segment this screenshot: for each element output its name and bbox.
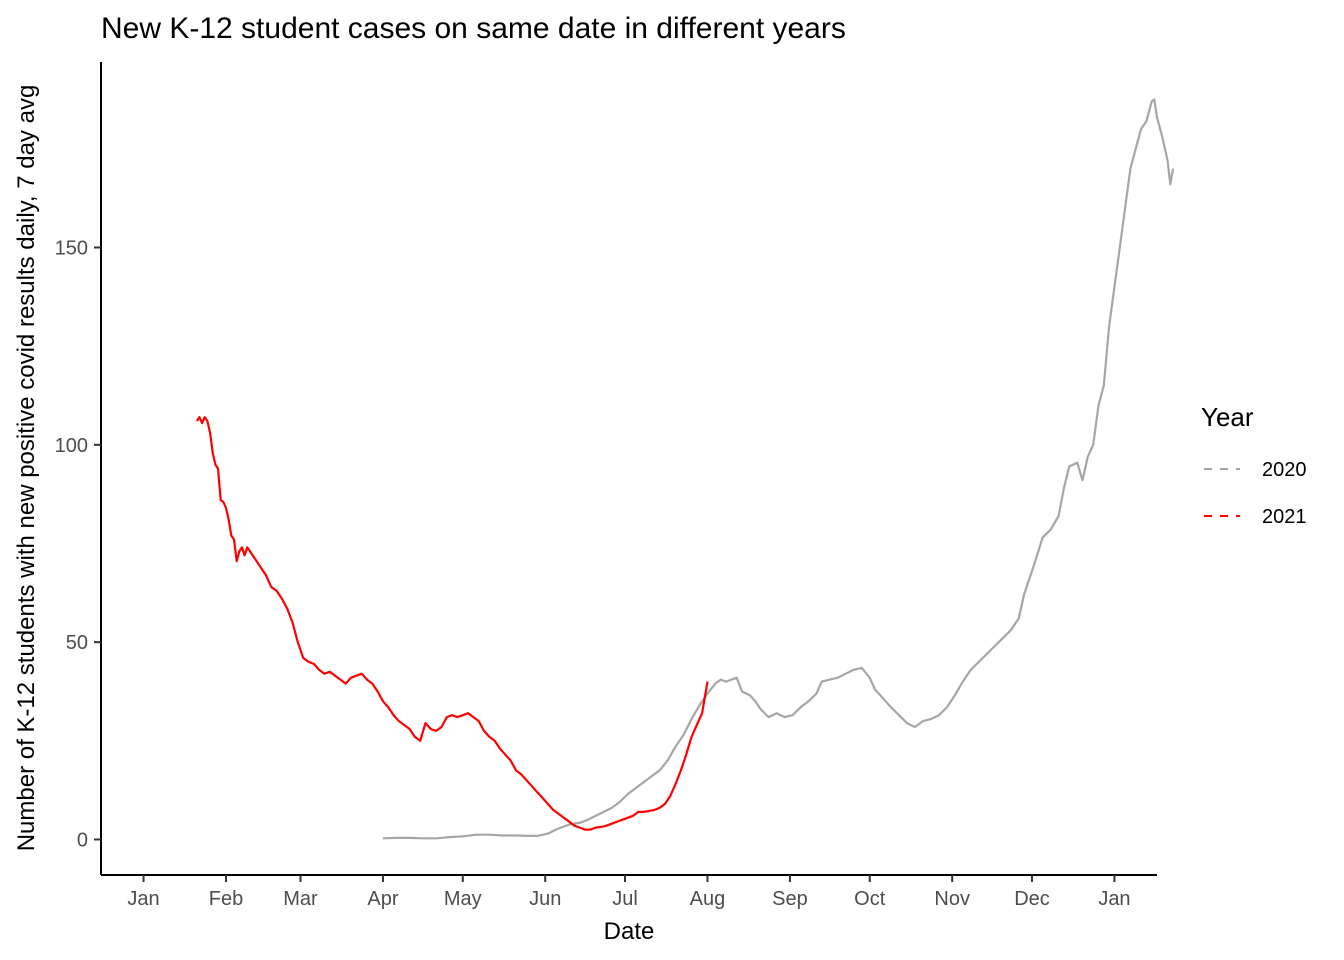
y-tick-label: 50: [66, 632, 88, 654]
x-ticks: Jan Feb Mar Apr May Jun Jul Aug Sep Oct Nov Dec Jan: [127, 875, 1131, 910]
y-tick-label: 150: [55, 237, 88, 259]
x-axis-title: Date: [604, 918, 655, 945]
legend-label-2021: 2021: [1262, 506, 1307, 528]
y-tick-label: 100: [55, 435, 88, 457]
x-tick-label: Dec: [1014, 888, 1050, 910]
x-tick-label: Jan: [127, 888, 159, 910]
x-tick-label: Oct: [854, 888, 886, 910]
x-tick-label: Apr: [367, 888, 398, 910]
x-tick-label: Aug: [690, 888, 726, 910]
x-tick-label: Jul: [612, 888, 638, 910]
legend-title: Year: [1201, 402, 1254, 432]
chart-title: New K-12 student cases on same date in d…: [101, 12, 846, 45]
legend-label-2020: 2020: [1262, 459, 1307, 481]
y-tick-label: 0: [77, 829, 88, 851]
y-ticks: 0 50 100 150: [55, 237, 101, 851]
plot-lines: [195, 98, 1175, 840]
y-axis-title: Number of K-12 students with new positiv…: [13, 85, 40, 852]
x-tick-label: Nov: [934, 888, 970, 910]
legend: Year 2020 2021: [1201, 402, 1307, 528]
series-line-2021: [195, 416, 709, 831]
x-tick-label: Feb: [209, 888, 243, 910]
x-tick-label: Jun: [529, 888, 561, 910]
x-tick-label: Sep: [772, 888, 808, 910]
series-line-2020: [382, 98, 1175, 840]
x-tick-label: Jan: [1098, 888, 1130, 910]
x-tick-label: May: [444, 888, 482, 910]
x-tick-label: Mar: [283, 888, 318, 910]
